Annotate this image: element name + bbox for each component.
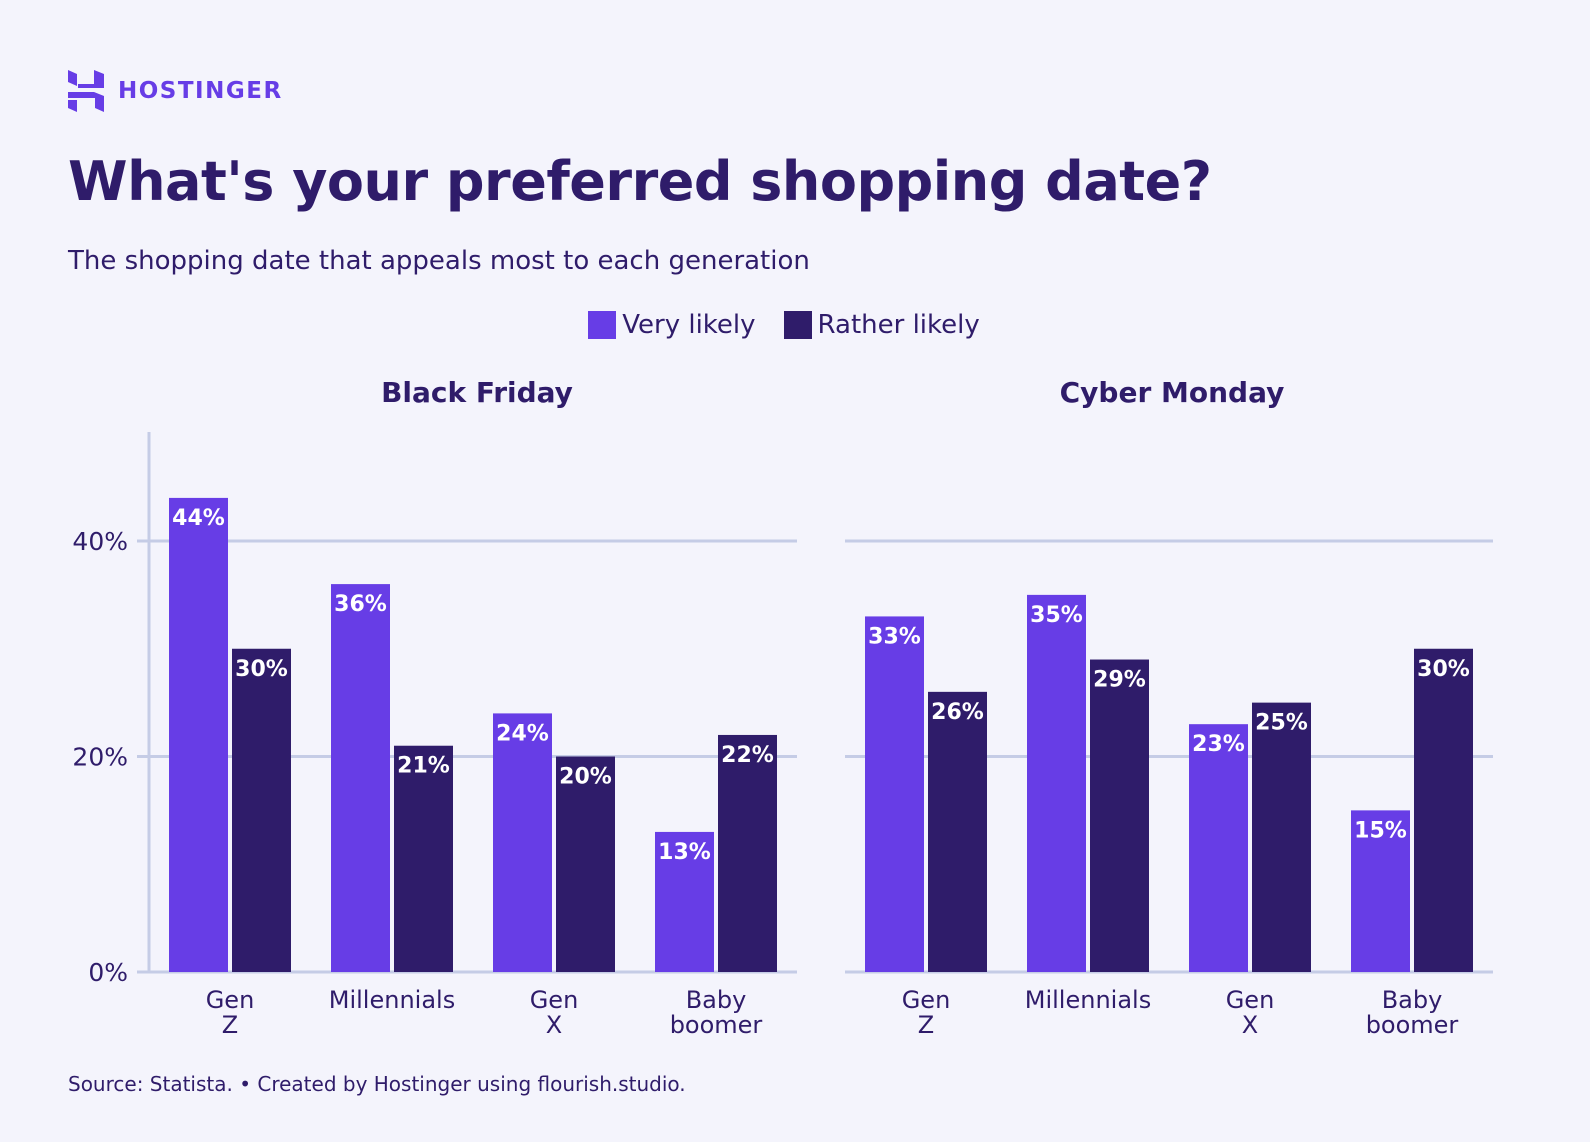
x-tick-label: Baby [1382, 986, 1443, 1014]
panel-title: Cyber Monday [1060, 376, 1285, 409]
bar-rather-likely [1414, 648, 1473, 972]
legend-item-very-likely[interactable]: Very likely [588, 310, 756, 340]
y-tick-label: 40% [72, 527, 128, 556]
bar-very-likely [655, 831, 714, 972]
data-label: 23% [1192, 732, 1245, 757]
bar-rather-likely [232, 648, 291, 972]
data-label: 20% [559, 765, 612, 790]
data-label: 22% [721, 743, 774, 768]
x-tick-label: Z [918, 1011, 934, 1039]
data-label: 35% [1030, 603, 1083, 628]
data-label: 25% [1255, 711, 1308, 736]
bar-rather-likely [394, 745, 453, 972]
x-tick-label: X [1242, 1011, 1258, 1039]
x-tick-label: Gen [206, 986, 255, 1014]
bar-rather-likely [556, 756, 615, 972]
legend: Very likely Rather likely [0, 310, 1568, 340]
x-tick-label: Baby [686, 986, 747, 1014]
y-tick-label: 0% [88, 958, 128, 987]
bar-rather-likely [1090, 659, 1149, 972]
data-label: 29% [1093, 668, 1146, 693]
data-label: 24% [496, 721, 549, 746]
x-tick-label: boomer [670, 1011, 763, 1039]
panel-title: Black Friday [381, 376, 573, 409]
bar-rather-likely [718, 734, 777, 972]
x-tick-label: Gen [1226, 986, 1275, 1014]
x-tick-label: boomer [1366, 1011, 1459, 1039]
legend-swatch [588, 311, 617, 339]
page-title: What's your preferred shopping date? [68, 150, 1212, 213]
data-label: 44% [172, 506, 225, 531]
page-subtitle: The shopping date that appeals most to e… [68, 246, 810, 276]
data-label: 30% [1417, 657, 1470, 682]
bar-very-likely [1189, 724, 1248, 972]
data-label: 30% [235, 657, 288, 682]
legend-label: Rather likely [817, 310, 980, 340]
legend-swatch [783, 311, 812, 339]
legend-label: Very likely [622, 310, 756, 340]
bar-very-likely [865, 616, 924, 972]
x-tick-label: Gen [902, 986, 951, 1014]
bar-very-likely [169, 497, 228, 972]
data-label: 13% [658, 840, 711, 865]
legend-item-rather-likely[interactable]: Rather likely [783, 310, 980, 340]
x-tick-label: Millennials [1025, 986, 1151, 1014]
source-note: Source: Statista. • Created by Hostinger… [68, 1072, 686, 1096]
bar-very-likely [331, 584, 390, 972]
data-label: 36% [334, 592, 387, 617]
x-tick-label: Z [222, 1011, 238, 1039]
bar-very-likely [1027, 594, 1086, 972]
bar-rather-likely [1252, 702, 1311, 972]
data-label: 26% [931, 700, 984, 725]
x-tick-label: Millennials [329, 986, 455, 1014]
bar-very-likely [1351, 810, 1410, 972]
data-label: 15% [1354, 818, 1407, 843]
bar-rather-likely [928, 691, 987, 972]
hostinger-logo-icon [68, 70, 104, 112]
brand-name: HOSTINGER [118, 78, 283, 104]
y-tick-label: 20% [72, 743, 128, 772]
data-label: 21% [397, 754, 450, 779]
brand-logo: HOSTINGER [68, 70, 283, 112]
x-tick-label: X [546, 1011, 562, 1039]
x-tick-label: Gen [530, 986, 579, 1014]
bar-very-likely [493, 713, 552, 972]
data-label: 33% [868, 624, 921, 649]
